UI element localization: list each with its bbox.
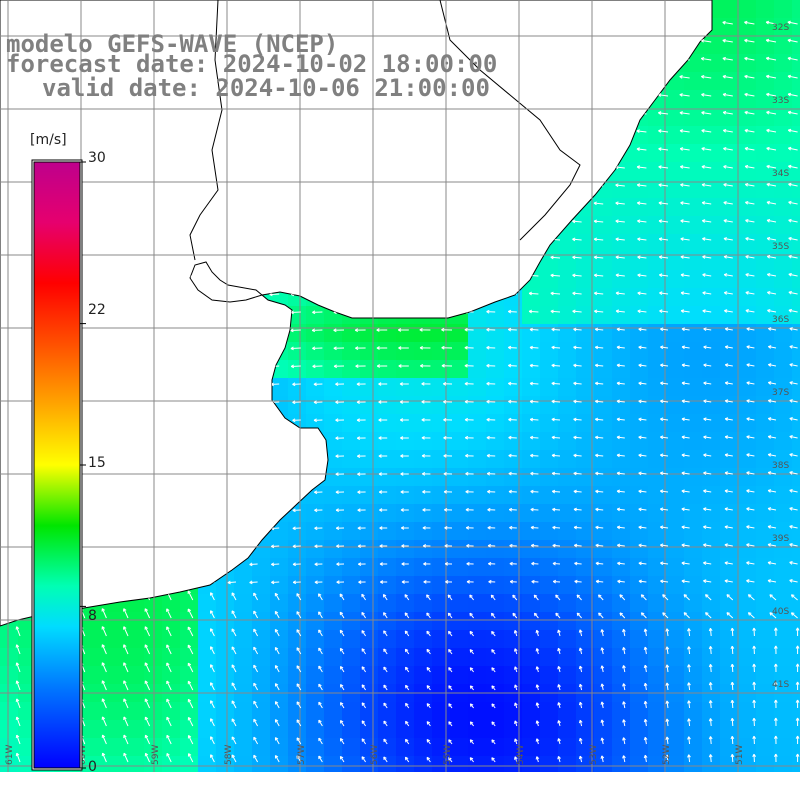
lon-label: 53W <box>589 745 599 765</box>
lat-label: 41S <box>772 680 789 690</box>
valid-date-label: valid date: 2024-10-06 21:00:00 <box>42 74 490 102</box>
lagoon-outline <box>439 0 581 241</box>
lat-label: 40S <box>772 607 789 617</box>
lat-label: 36S <box>772 315 789 325</box>
forecast-date-label: forecast date: 2024-10-02 18:00:00 <box>6 50 498 78</box>
lon-label: 60W <box>78 745 88 765</box>
colorbar-tick-15: 15 <box>88 455 106 471</box>
colorbar-gradient <box>33 161 81 769</box>
lon-label: 54W <box>516 745 526 765</box>
lat-label: 35S <box>772 242 789 252</box>
lat-label: 39S <box>772 534 789 544</box>
colorbar <box>31 159 86 771</box>
coastline <box>0 0 713 627</box>
lat-label: 38S <box>772 461 789 471</box>
lon-label: 55W <box>443 745 453 765</box>
country-border <box>189 0 223 261</box>
land-area <box>0 0 712 626</box>
lon-label: 52W <box>662 745 672 765</box>
model-title: modelo GEFS-WAVE (NCEP) <box>6 30 339 58</box>
lat-label: 32S <box>772 23 789 33</box>
lat-label: 33S <box>772 96 789 106</box>
lon-label: 51W <box>735 745 745 765</box>
lon-label: 58W <box>224 745 234 765</box>
colorbar-tick-30: 30 <box>88 150 106 166</box>
colorbar-tick-0: 0 <box>88 759 97 775</box>
lat-label: 37S <box>772 388 789 398</box>
lon-label: 61W <box>5 745 15 765</box>
colorbar-tick-22: 22 <box>88 302 106 318</box>
colorbar-unit-label: [m/s] <box>30 132 67 148</box>
lon-label: 56W <box>370 745 380 765</box>
lon-label: 59W <box>151 745 161 765</box>
lat-label: 34S <box>772 169 789 179</box>
colorbar-tick-8: 8 <box>88 608 97 624</box>
lon-label: 57W <box>297 745 307 765</box>
